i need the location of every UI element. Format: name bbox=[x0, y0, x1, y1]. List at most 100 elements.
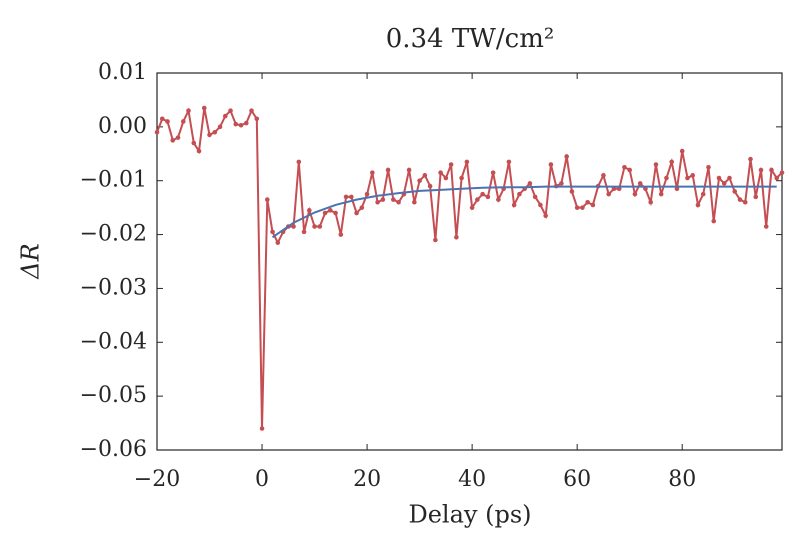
data-point bbox=[443, 175, 449, 181]
data-point bbox=[159, 116, 165, 122]
data-point bbox=[580, 205, 585, 210]
y-tick-label: −0.02 bbox=[80, 222, 147, 247]
data-point bbox=[727, 175, 732, 181]
data-point bbox=[412, 199, 417, 205]
data-point bbox=[564, 154, 569, 159]
chart-title: 0.34 TW/cm² bbox=[386, 24, 555, 54]
data-point bbox=[490, 170, 496, 175]
data-point bbox=[196, 148, 202, 154]
data-point bbox=[517, 191, 522, 197]
data-point bbox=[543, 213, 548, 219]
data-point bbox=[417, 178, 422, 184]
data-point bbox=[154, 129, 160, 135]
x-tick-label: 20 bbox=[353, 467, 381, 492]
data-point bbox=[763, 224, 769, 229]
data-point bbox=[532, 194, 538, 200]
data-point bbox=[637, 181, 643, 186]
data-point bbox=[438, 170, 443, 175]
data-point bbox=[249, 108, 254, 113]
data-point bbox=[333, 210, 338, 216]
data-point bbox=[307, 208, 312, 213]
data-point bbox=[375, 199, 380, 205]
y-tick-label: 0.01 bbox=[98, 60, 147, 85]
data-point bbox=[207, 132, 212, 138]
data-point bbox=[175, 135, 181, 140]
data-point bbox=[259, 426, 265, 431]
y-tick-label: −0.03 bbox=[80, 275, 147, 300]
data-point bbox=[291, 224, 296, 229]
data-point bbox=[658, 191, 664, 197]
data-point bbox=[627, 167, 632, 173]
data-point bbox=[748, 156, 753, 162]
data-point bbox=[779, 170, 785, 175]
data-point bbox=[653, 162, 659, 167]
data-point bbox=[370, 170, 375, 175]
data-point bbox=[706, 164, 711, 170]
data-point bbox=[601, 173, 606, 178]
data-point bbox=[464, 159, 470, 165]
y-tick-label: 0.00 bbox=[98, 114, 147, 139]
data-point bbox=[758, 167, 764, 173]
data-point bbox=[611, 186, 617, 192]
data-point bbox=[448, 162, 454, 167]
data-point bbox=[679, 148, 685, 154]
data-point bbox=[396, 199, 401, 205]
y-tick-label: −0.01 bbox=[80, 168, 147, 193]
data-point bbox=[186, 108, 191, 113]
data-point bbox=[459, 175, 464, 181]
data-point bbox=[391, 197, 396, 202]
data-point bbox=[648, 199, 653, 205]
data-point bbox=[716, 175, 722, 181]
data-point bbox=[559, 181, 564, 186]
data-line bbox=[156, 107, 783, 429]
y-tick-label: −0.05 bbox=[80, 383, 147, 408]
data-point bbox=[328, 208, 333, 213]
data-point bbox=[233, 121, 239, 127]
data-point bbox=[700, 191, 706, 197]
data-point bbox=[538, 202, 543, 208]
data-point bbox=[774, 175, 780, 181]
x-tick-label: 60 bbox=[563, 467, 591, 492]
plot-frame bbox=[156, 72, 783, 451]
data-point bbox=[354, 210, 359, 216]
data-point bbox=[180, 119, 186, 124]
data-point bbox=[201, 105, 207, 111]
data-point bbox=[212, 129, 218, 135]
data-point bbox=[674, 186, 680, 192]
data-point bbox=[322, 210, 328, 216]
data-point bbox=[753, 194, 759, 200]
data-point bbox=[469, 205, 475, 210]
data-point bbox=[695, 202, 701, 208]
data-point bbox=[222, 113, 228, 119]
data-point bbox=[527, 181, 533, 186]
data-point bbox=[238, 122, 244, 128]
x-tick-label: 40 bbox=[458, 467, 486, 492]
data-point bbox=[217, 124, 223, 130]
data-point bbox=[606, 191, 611, 197]
data-point bbox=[496, 197, 501, 202]
data-point bbox=[643, 186, 648, 192]
y-tick-label: −0.06 bbox=[80, 437, 147, 462]
x-tick-label: 0 bbox=[255, 467, 269, 492]
data-point bbox=[485, 194, 491, 200]
data-point bbox=[380, 197, 386, 202]
data-point bbox=[721, 181, 727, 186]
data-point bbox=[769, 167, 774, 173]
data-point bbox=[338, 232, 344, 237]
data-point bbox=[742, 199, 748, 205]
data-point bbox=[170, 138, 176, 143]
data-point bbox=[454, 234, 459, 240]
data-point bbox=[548, 162, 554, 167]
data-point bbox=[364, 191, 370, 197]
x-axis-label: Delay (ps) bbox=[408, 501, 531, 529]
data-point bbox=[312, 224, 317, 229]
data-point bbox=[480, 191, 485, 197]
data-point bbox=[616, 186, 622, 192]
data-point bbox=[622, 164, 627, 170]
data-point bbox=[690, 173, 696, 178]
data-point bbox=[569, 189, 575, 194]
data-point bbox=[632, 191, 638, 197]
data-point bbox=[422, 173, 428, 178]
data-point bbox=[737, 197, 743, 202]
